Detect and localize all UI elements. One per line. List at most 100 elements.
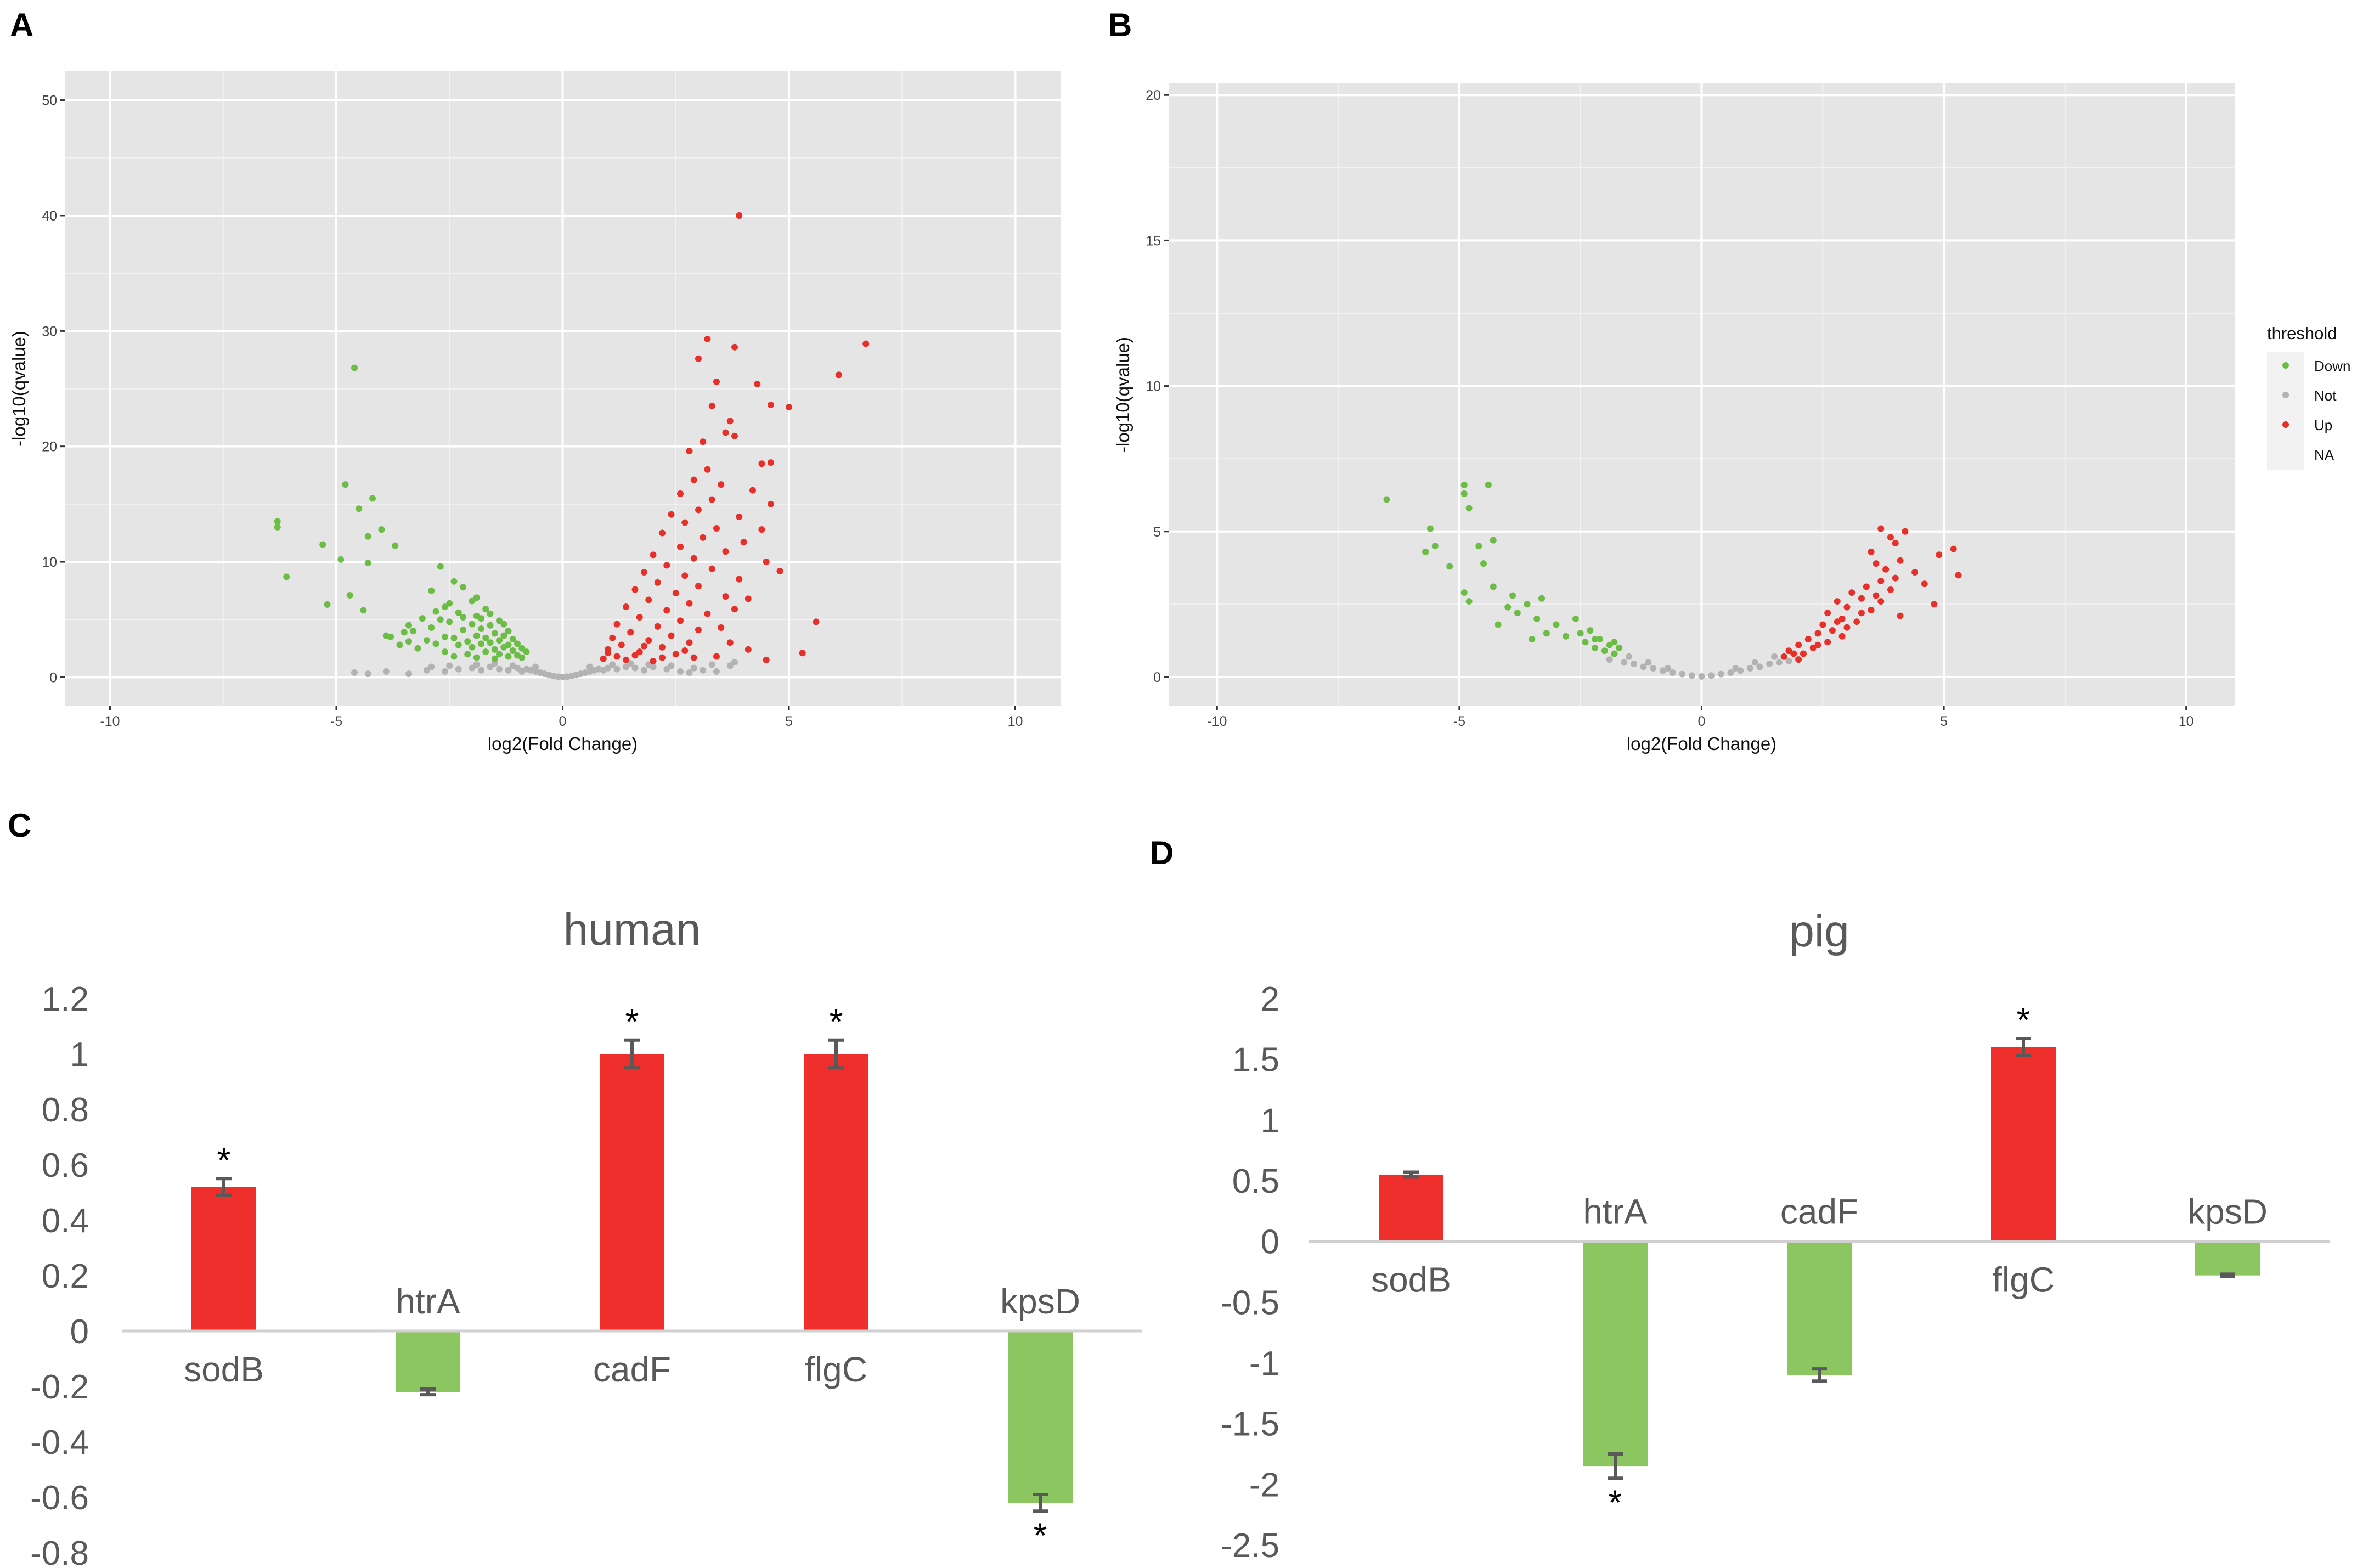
legend-key-up — [2282, 421, 2289, 428]
data-point-down — [1587, 627, 1594, 634]
data-point-not — [663, 665, 670, 673]
data-point-down — [1426, 525, 1434, 532]
data-point-not — [1766, 661, 1773, 668]
data-point-not — [1640, 663, 1647, 670]
data-point-up — [690, 654, 697, 661]
data-point-up — [813, 618, 820, 625]
data-point-up — [1877, 577, 1885, 584]
data-point-down — [1490, 583, 1497, 590]
significance-star-flgC: * — [830, 1002, 843, 1041]
x-tick-label: 10 — [1008, 714, 1023, 729]
data-point-up — [1877, 598, 1885, 605]
data-point-down — [473, 632, 480, 639]
data-point-up — [763, 656, 770, 663]
data-point-down — [473, 594, 480, 601]
data-point-down — [1611, 650, 1618, 657]
data-point-down — [469, 597, 476, 605]
data-point-up — [631, 652, 639, 659]
bar-chart-pig: pig 2 1.5 1 0.5 0 -0.5 -1 -1.5 -2 -2.5 sodB * htrA cad… — [1221, 906, 2330, 1565]
category-label-flgC: flgC — [805, 1350, 867, 1389]
data-point-down — [364, 560, 371, 567]
y-tick-label: 1.5 — [1232, 1041, 1279, 1079]
data-point-not — [1785, 657, 1792, 664]
data-point-down — [419, 615, 426, 622]
data-point-down — [491, 630, 498, 637]
data-point-up — [672, 651, 679, 658]
data-point-not — [532, 663, 539, 670]
data-point-down — [500, 632, 507, 639]
data-point-not — [1679, 670, 1686, 678]
y-tick-label: 0.8 — [42, 1091, 89, 1129]
data-point-up — [749, 487, 756, 494]
bar-flgC — [1991, 1047, 2056, 1242]
data-point-up — [1809, 644, 1817, 651]
data-point-up — [695, 355, 702, 362]
legend-label-na: NA — [2314, 447, 2334, 463]
data-point-down — [382, 632, 390, 639]
data-point-up — [1921, 580, 1928, 588]
data-point-down — [401, 629, 408, 636]
data-point-not — [677, 668, 684, 675]
data-point-up — [1848, 589, 1856, 596]
data-point-down — [1582, 639, 1589, 646]
data-point-not — [1669, 669, 1676, 676]
data-point-up — [768, 401, 774, 408]
data-point-down — [442, 603, 448, 611]
data-point-down — [478, 640, 484, 647]
category-label-kpsD: kpsD — [2187, 1192, 2268, 1232]
data-point-down — [1597, 636, 1604, 643]
y-tick-label: 10 — [1146, 379, 1161, 394]
legend-key-background — [2267, 352, 2304, 470]
data-point-down — [1616, 644, 1623, 651]
data-point-down — [405, 622, 412, 629]
legend-title: threshold — [2267, 324, 2337, 343]
data-point-not — [1770, 653, 1778, 660]
bar-cadF — [600, 1054, 664, 1331]
data-point-up — [1814, 630, 1821, 637]
y-tick-label: 0.2 — [42, 1257, 89, 1295]
data-point-down — [455, 609, 462, 616]
data-point-down — [1490, 537, 1497, 544]
data-point-up — [718, 624, 725, 631]
data-point-not — [645, 661, 652, 668]
y-tick-label: -2.5 — [1221, 1527, 1279, 1565]
data-point-down — [1422, 548, 1429, 555]
data-point-down — [514, 640, 521, 647]
data-point-down — [1533, 615, 1541, 622]
data-point-up — [690, 476, 697, 483]
volcano-plot-b: -10 -5 0 5 10 0 5 10 15 20 log2(Fold Change) -log10… — [1113, 83, 2235, 754]
data-point-down — [1460, 490, 1468, 497]
y-tick-label: 1 — [70, 1036, 89, 1074]
data-point-up — [1838, 633, 1846, 640]
data-point-down — [378, 526, 385, 533]
data-point-up — [650, 657, 657, 664]
data-point-down — [478, 625, 484, 633]
data-point-up — [1868, 548, 1875, 555]
data-point-down — [518, 654, 526, 661]
data-point-down — [442, 648, 448, 656]
data-point-down — [500, 621, 507, 628]
data-point-up — [1819, 621, 1826, 628]
data-point-up — [613, 621, 621, 628]
bar-cadF — [1787, 1241, 1852, 1375]
data-point-not — [668, 662, 675, 669]
data-point-down — [487, 610, 494, 617]
x-tick-label: -10 — [100, 714, 120, 729]
y-tick-label: 15 — [1146, 233, 1161, 249]
data-point-up — [1887, 586, 1894, 593]
data-point-down — [518, 645, 526, 652]
data-point-up — [1955, 572, 1962, 579]
data-point-up — [708, 496, 715, 503]
bar-kpsD — [1008, 1331, 1073, 1503]
data-point-down — [1509, 592, 1516, 599]
data-point-down — [478, 615, 484, 622]
data-point-down — [1504, 603, 1512, 611]
y-tick-label: -0.4 — [30, 1424, 89, 1462]
data-point-up — [659, 654, 666, 661]
data-point-not — [1751, 659, 1758, 666]
y-tick-label: -1 — [1249, 1345, 1279, 1383]
y-tick-label: 0 — [49, 670, 57, 685]
y-tick-label: -0.6 — [30, 1479, 89, 1517]
data-point-down — [1529, 636, 1536, 643]
data-point-up — [600, 655, 607, 662]
